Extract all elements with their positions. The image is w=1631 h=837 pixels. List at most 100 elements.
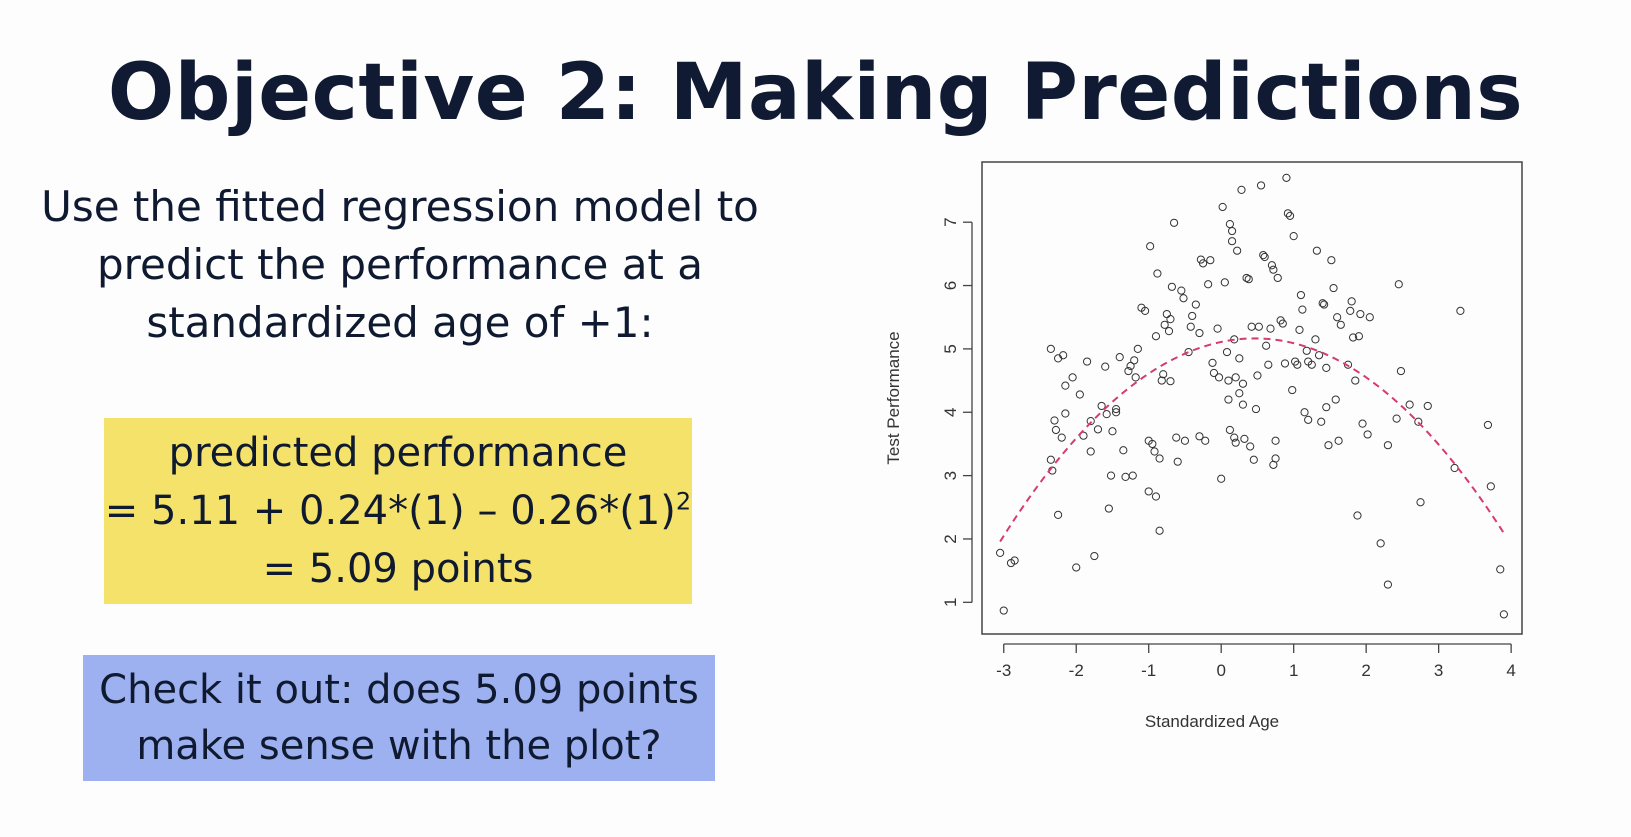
data-point bbox=[1179, 294, 1188, 303]
data-point bbox=[1249, 455, 1258, 464]
data-point bbox=[1396, 366, 1406, 376]
data-point bbox=[1224, 376, 1233, 385]
x-tick-label: 2 bbox=[1361, 661, 1370, 680]
data-point bbox=[1050, 416, 1059, 425]
data-point bbox=[1304, 415, 1313, 424]
data-point bbox=[1167, 282, 1177, 291]
check-line: Check it out: does 5.09 points bbox=[99, 667, 699, 713]
data-point bbox=[1201, 436, 1210, 445]
formula-line-3: = 5.09 points bbox=[262, 546, 534, 592]
data-point bbox=[1271, 436, 1280, 445]
data-point bbox=[1353, 511, 1362, 520]
data-point bbox=[1312, 246, 1321, 255]
data-point bbox=[1177, 286, 1186, 295]
data-point bbox=[1283, 209, 1292, 218]
data-point bbox=[1298, 305, 1307, 314]
data-point bbox=[1051, 425, 1061, 435]
data-point bbox=[1119, 446, 1128, 455]
data-point bbox=[1184, 347, 1193, 357]
data-point bbox=[1061, 409, 1070, 418]
data-point bbox=[1104, 504, 1113, 513]
data-point bbox=[1225, 425, 1234, 435]
data-point bbox=[1151, 492, 1161, 501]
data-point bbox=[1106, 471, 1116, 480]
data-point bbox=[1102, 410, 1111, 419]
data-point bbox=[1191, 300, 1200, 309]
check-box: Check it out: does 5.09 points make sens… bbox=[83, 655, 715, 781]
data-point bbox=[1217, 474, 1226, 483]
data-point bbox=[1331, 395, 1340, 404]
y-axis: 1 2 3 4 5 6 7 bbox=[941, 217, 973, 607]
data-point bbox=[1166, 377, 1175, 386]
data-point bbox=[1256, 181, 1266, 190]
data-point bbox=[1329, 283, 1338, 293]
data-point bbox=[1296, 290, 1306, 300]
data-point bbox=[1233, 246, 1242, 255]
data-point bbox=[1166, 315, 1175, 324]
data-point bbox=[1090, 551, 1099, 561]
data-point bbox=[1259, 251, 1268, 260]
check-line: make sense with the plot? bbox=[136, 723, 662, 769]
data-point bbox=[1456, 306, 1465, 315]
data-point bbox=[1254, 322, 1263, 331]
data-point bbox=[1354, 332, 1364, 341]
scatter-chart: -3 -2 -1 0 1 2 3 4 1 2 3 4 5 6 7 Standardized Age Tes… bbox=[884, 161, 1523, 731]
y-tick-label: 3 bbox=[941, 471, 960, 480]
y-axis-label: Test Performance bbox=[884, 331, 903, 464]
data-point bbox=[1230, 433, 1239, 442]
data-point bbox=[1358, 419, 1367, 428]
data-point bbox=[1327, 256, 1336, 265]
x-tick-label: 1 bbox=[1289, 661, 1298, 680]
data-point bbox=[1423, 401, 1432, 411]
data-point bbox=[1356, 309, 1365, 319]
y-tick-label: 4 bbox=[941, 408, 960, 417]
data-point bbox=[1093, 425, 1103, 434]
data-point bbox=[1225, 219, 1234, 229]
data-point bbox=[1173, 457, 1182, 466]
x-tick-label: 3 bbox=[1434, 661, 1443, 680]
data-point bbox=[1046, 344, 1055, 353]
data-point bbox=[1247, 322, 1256, 331]
data-point bbox=[1108, 427, 1117, 436]
data-point bbox=[1336, 320, 1345, 329]
data-point bbox=[1314, 351, 1324, 360]
data-point bbox=[1264, 360, 1273, 369]
data-point bbox=[1046, 455, 1055, 464]
data-point bbox=[1010, 556, 1019, 565]
x-tick-label: 0 bbox=[1216, 661, 1225, 680]
formula-line-1: predicted performance bbox=[168, 430, 628, 476]
data-point bbox=[1285, 211, 1295, 220]
data-point bbox=[1227, 226, 1237, 236]
data-point bbox=[1208, 358, 1217, 367]
data-point bbox=[1392, 414, 1401, 423]
data-point bbox=[1414, 417, 1423, 426]
intro-line: Use the fitted regression model to bbox=[41, 182, 759, 231]
data-point bbox=[1416, 498, 1425, 507]
data-point bbox=[1155, 454, 1164, 463]
data-point bbox=[1209, 368, 1219, 378]
data-point bbox=[1162, 309, 1171, 319]
data-point bbox=[1213, 324, 1222, 333]
data-point bbox=[1300, 408, 1309, 417]
data-point bbox=[1130, 356, 1139, 365]
data-point bbox=[1079, 431, 1088, 440]
x-axis: -3 -2 -1 0 1 2 3 4 bbox=[996, 643, 1516, 680]
data-point bbox=[1238, 400, 1248, 409]
x-tick-label: -1 bbox=[1141, 661, 1156, 680]
data-point bbox=[1195, 328, 1204, 338]
data-point bbox=[1061, 381, 1070, 390]
data-point bbox=[1322, 403, 1331, 412]
formula-box: predicted performance = 5.11 + 0.24*(1) … bbox=[104, 418, 692, 604]
slide-title: Objective 2: Making Predictions bbox=[107, 48, 1524, 138]
intro-line: predict the performance at a bbox=[97, 240, 703, 289]
formula-line-2-main: = 5.11 + 0.24*(1) – 0.26*(1) bbox=[104, 488, 676, 534]
y-tick-label: 7 bbox=[941, 217, 960, 226]
data-point bbox=[1153, 269, 1162, 278]
data-point bbox=[1222, 347, 1232, 357]
points-layer bbox=[996, 173, 1508, 619]
data-point bbox=[1227, 237, 1237, 246]
data-point bbox=[1346, 306, 1355, 315]
data-point bbox=[1333, 313, 1342, 322]
data-point bbox=[1231, 373, 1240, 382]
formula-exponent: 2 bbox=[675, 487, 692, 516]
